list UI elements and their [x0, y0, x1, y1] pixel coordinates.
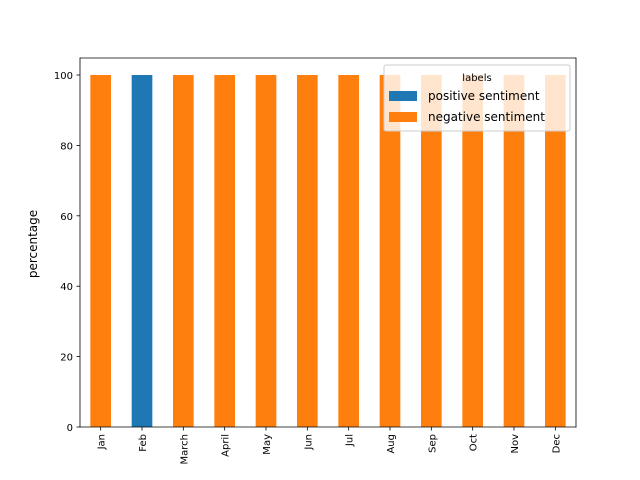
bar-may-series-2 — [255, 75, 277, 427]
y-tick-label: 20 — [60, 353, 73, 364]
legend-swatch-1 — [389, 91, 417, 101]
bar-jan-series-2 — [90, 75, 111, 427]
bar-jul-series-2 — [338, 75, 359, 427]
y-axis-label: percentage — [26, 210, 40, 278]
x-tick-label: Jun — [303, 434, 314, 451]
y-tick-label: 100 — [54, 71, 73, 82]
bar-dec-series-2 — [545, 75, 566, 427]
x-tick-label: Nov — [510, 434, 521, 454]
bar-sep-series-2 — [421, 75, 442, 427]
bars-group — [90, 75, 566, 427]
x-tick-label: Jul — [345, 434, 356, 447]
x-tick-label: April — [221, 434, 232, 457]
x-tick-label: Oct — [469, 434, 480, 451]
bar-feb-series-1 — [131, 75, 153, 427]
x-tick-label: Dec — [551, 434, 562, 453]
x-tick-label: March — [179, 434, 190, 464]
y-tick-label: 0 — [67, 423, 73, 434]
y-tick-label: 60 — [60, 212, 73, 223]
y-tick-label: 80 — [60, 141, 73, 152]
bar-oct-series-2 — [462, 75, 483, 427]
legend-swatch-2 — [389, 112, 417, 122]
x-tick-label: Jan — [97, 434, 108, 450]
bar-nov-series-2 — [503, 75, 525, 427]
x-tick-label: May — [262, 434, 273, 455]
x-tick-label: Feb — [138, 434, 149, 452]
legend-label-2: negative sentiment — [428, 110, 545, 124]
bar-jun-series-2 — [297, 75, 318, 427]
legend-label-1: positive sentiment — [428, 89, 540, 103]
legend-frame — [383, 64, 571, 132]
x-tick-label: Aug — [386, 434, 397, 454]
x-tick-label: Sep — [427, 434, 438, 453]
bar-aug-series-2 — [379, 75, 401, 427]
legend: labels positive sentiment negative sentime… — [383, 64, 571, 132]
axes-group: 0 20 40 60 80 100 Jan Feb March April May Jun Jul Aug… — [54, 57, 577, 464]
bar-march-series-2 — [173, 75, 194, 427]
legend-title: labels — [462, 73, 491, 84]
bar-april-series-2 — [214, 75, 235, 427]
y-tick-label: 40 — [60, 282, 73, 293]
